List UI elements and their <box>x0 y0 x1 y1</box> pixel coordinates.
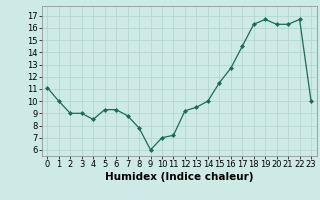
X-axis label: Humidex (Indice chaleur): Humidex (Indice chaleur) <box>105 172 253 182</box>
